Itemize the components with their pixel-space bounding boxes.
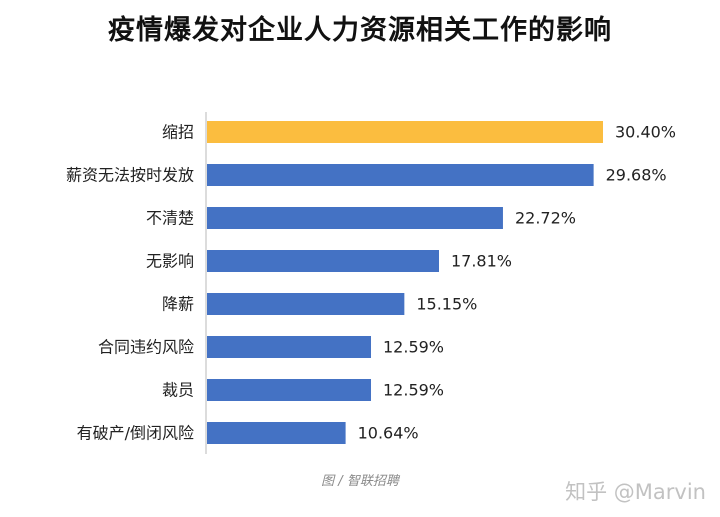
bar-1 — [207, 164, 594, 186]
source-note: 图 / 智联招聘 — [321, 474, 399, 489]
value-label-6: 12.59% — [383, 381, 444, 400]
category-label-4: 降薪 — [162, 295, 194, 314]
bars-group: 缩招 30.40% 薪资无法按时发放 29.68% 不清楚 22.72% 无影响 17.81%… — [66, 121, 676, 444]
value-label-1: 29.68% — [606, 166, 667, 185]
bar-7 — [207, 422, 346, 444]
value-label-4: 15.15% — [416, 295, 477, 314]
watermark: 知乎 @Marvin — [565, 480, 706, 504]
category-label-6: 裁员 — [162, 381, 194, 400]
bar-4 — [207, 293, 405, 315]
bar-3 — [207, 250, 439, 272]
category-label-7: 有破产/倒闭风险 — [77, 424, 194, 443]
value-label-2: 22.72% — [515, 209, 576, 228]
category-label-3: 无影响 — [146, 252, 194, 271]
value-label-5: 12.59% — [383, 338, 444, 357]
chart-title: 疫情爆发对企业人力资源相关工作的影响 — [108, 15, 612, 46]
category-label-1: 薪资无法按时发放 — [66, 166, 194, 185]
value-label-3: 17.81% — [451, 252, 512, 271]
category-label-2: 不清楚 — [146, 209, 194, 228]
bar-0 — [207, 121, 603, 143]
bar-5 — [207, 336, 372, 358]
bar-6 — [207, 379, 372, 401]
category-label-5: 合同违约风险 — [98, 338, 194, 357]
value-label-7: 10.64% — [358, 424, 419, 443]
value-label-0: 30.40% — [615, 123, 676, 142]
bar-2 — [207, 207, 503, 229]
category-label-0: 缩招 — [162, 123, 194, 142]
